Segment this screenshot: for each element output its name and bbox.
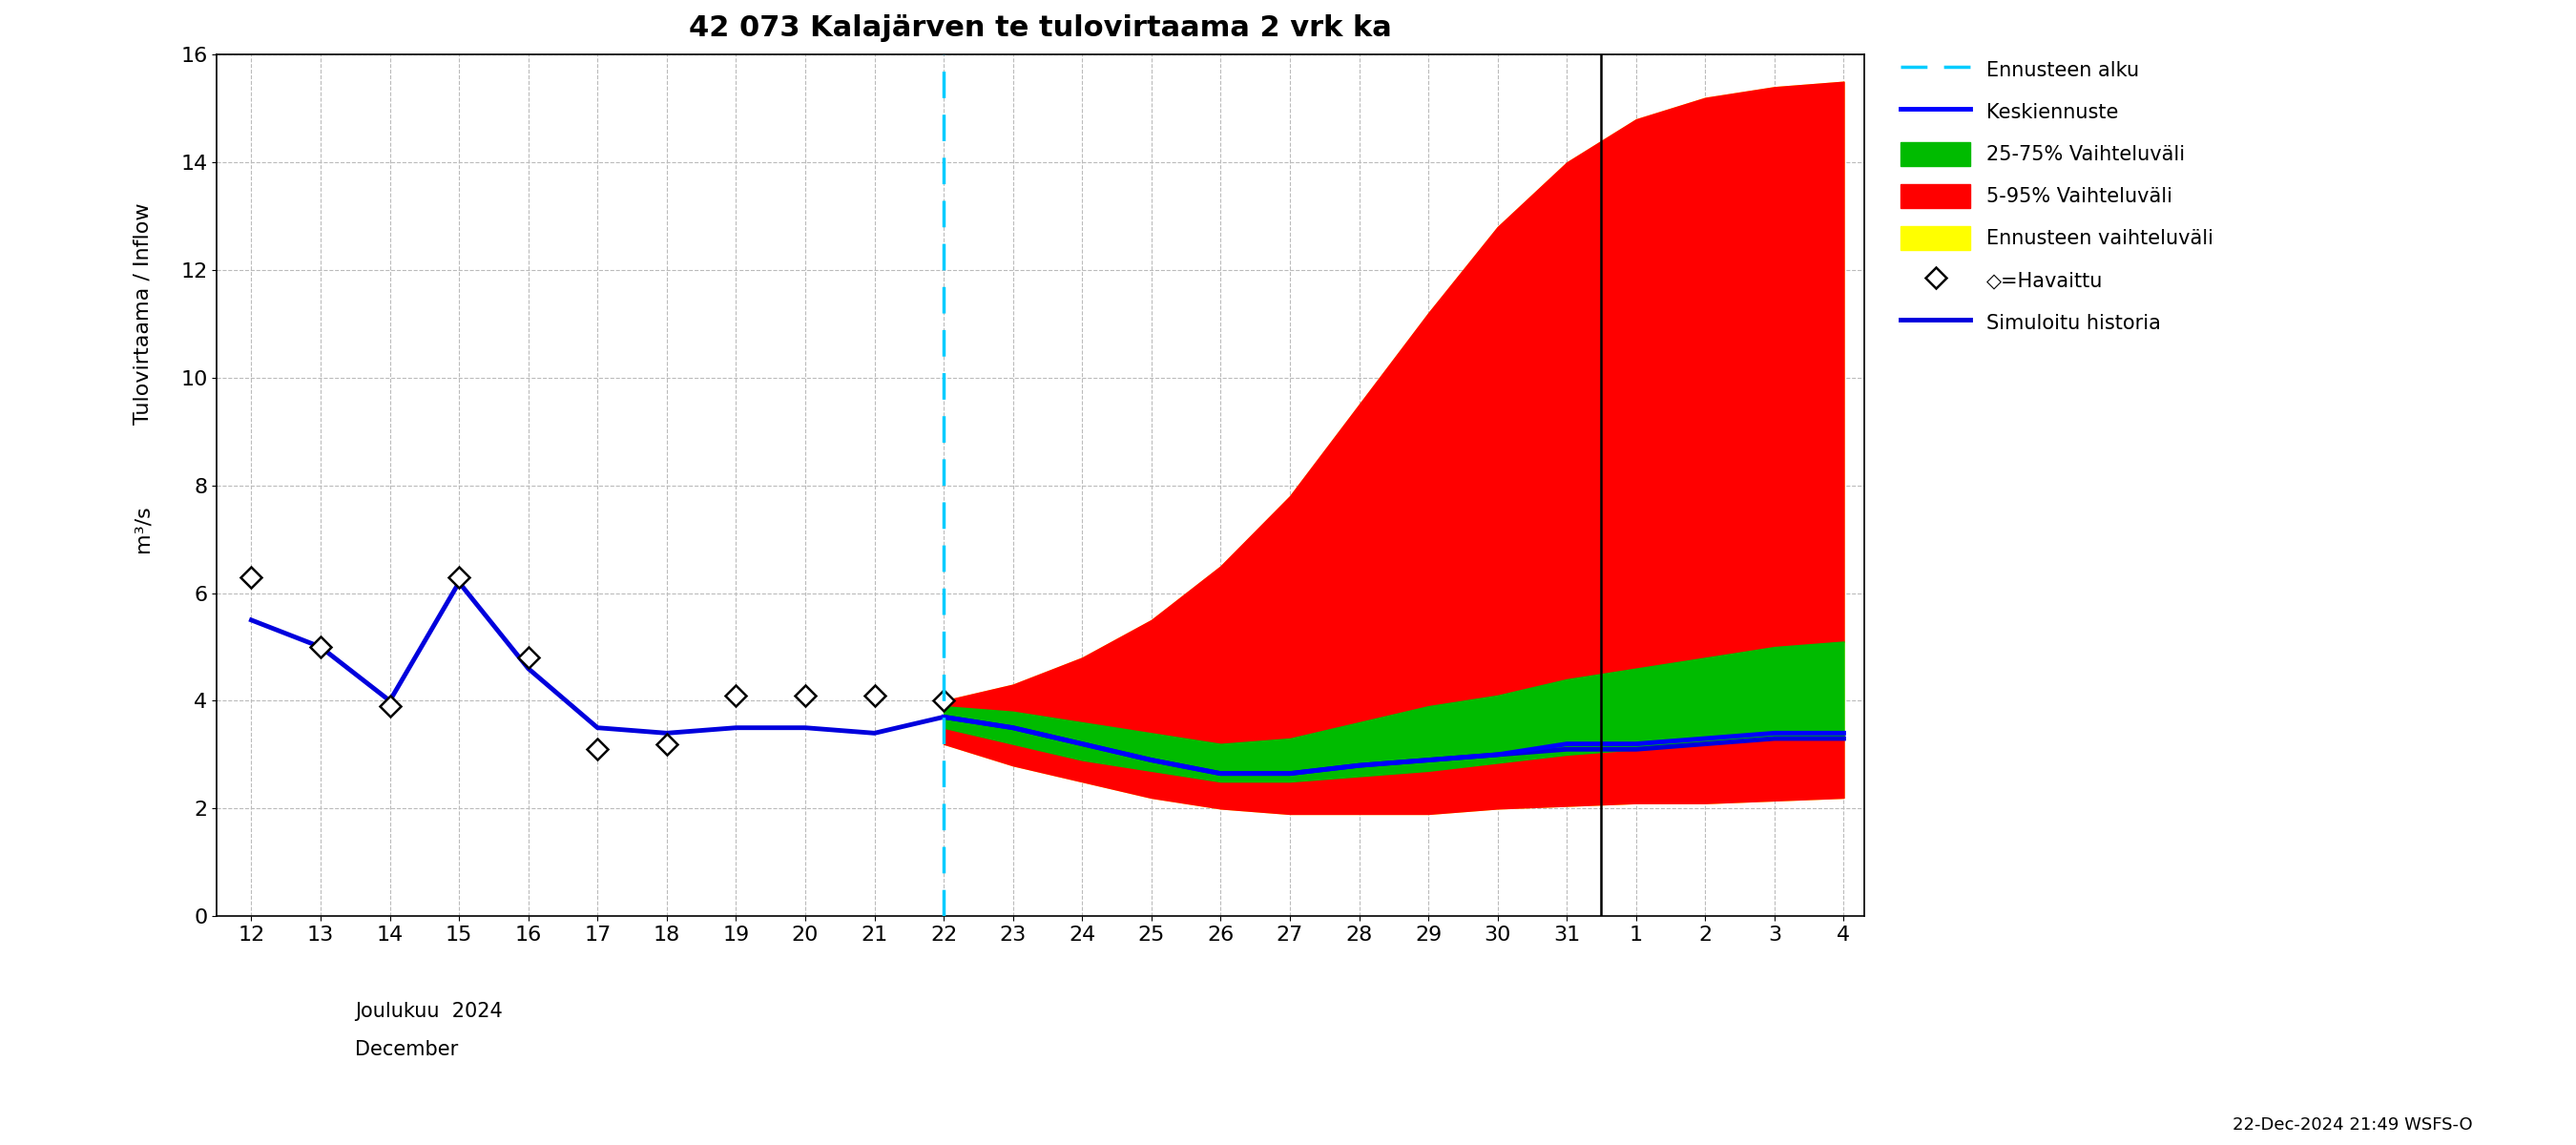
Text: Tulovirtaama / Inflow: Tulovirtaama / Inflow <box>134 203 152 424</box>
Text: m³/s: m³/s <box>134 505 152 552</box>
Text: December: December <box>355 1040 459 1059</box>
Text: Joulukuu  2024: Joulukuu 2024 <box>355 1002 502 1021</box>
Legend: Ennusteen alku, Keskiennuste, 25-75% Vaihteluväli, 5-95% Vaihteluväli, Ennusteen: Ennusteen alku, Keskiennuste, 25-75% Vai… <box>1891 48 2223 345</box>
Text: 22-Dec-2024 21:49 WSFS-O: 22-Dec-2024 21:49 WSFS-O <box>2233 1116 2473 1134</box>
Title: 42 073 Kalajärven te tulovirtaama 2 vrk ka: 42 073 Kalajärven te tulovirtaama 2 vrk … <box>690 14 1391 42</box>
